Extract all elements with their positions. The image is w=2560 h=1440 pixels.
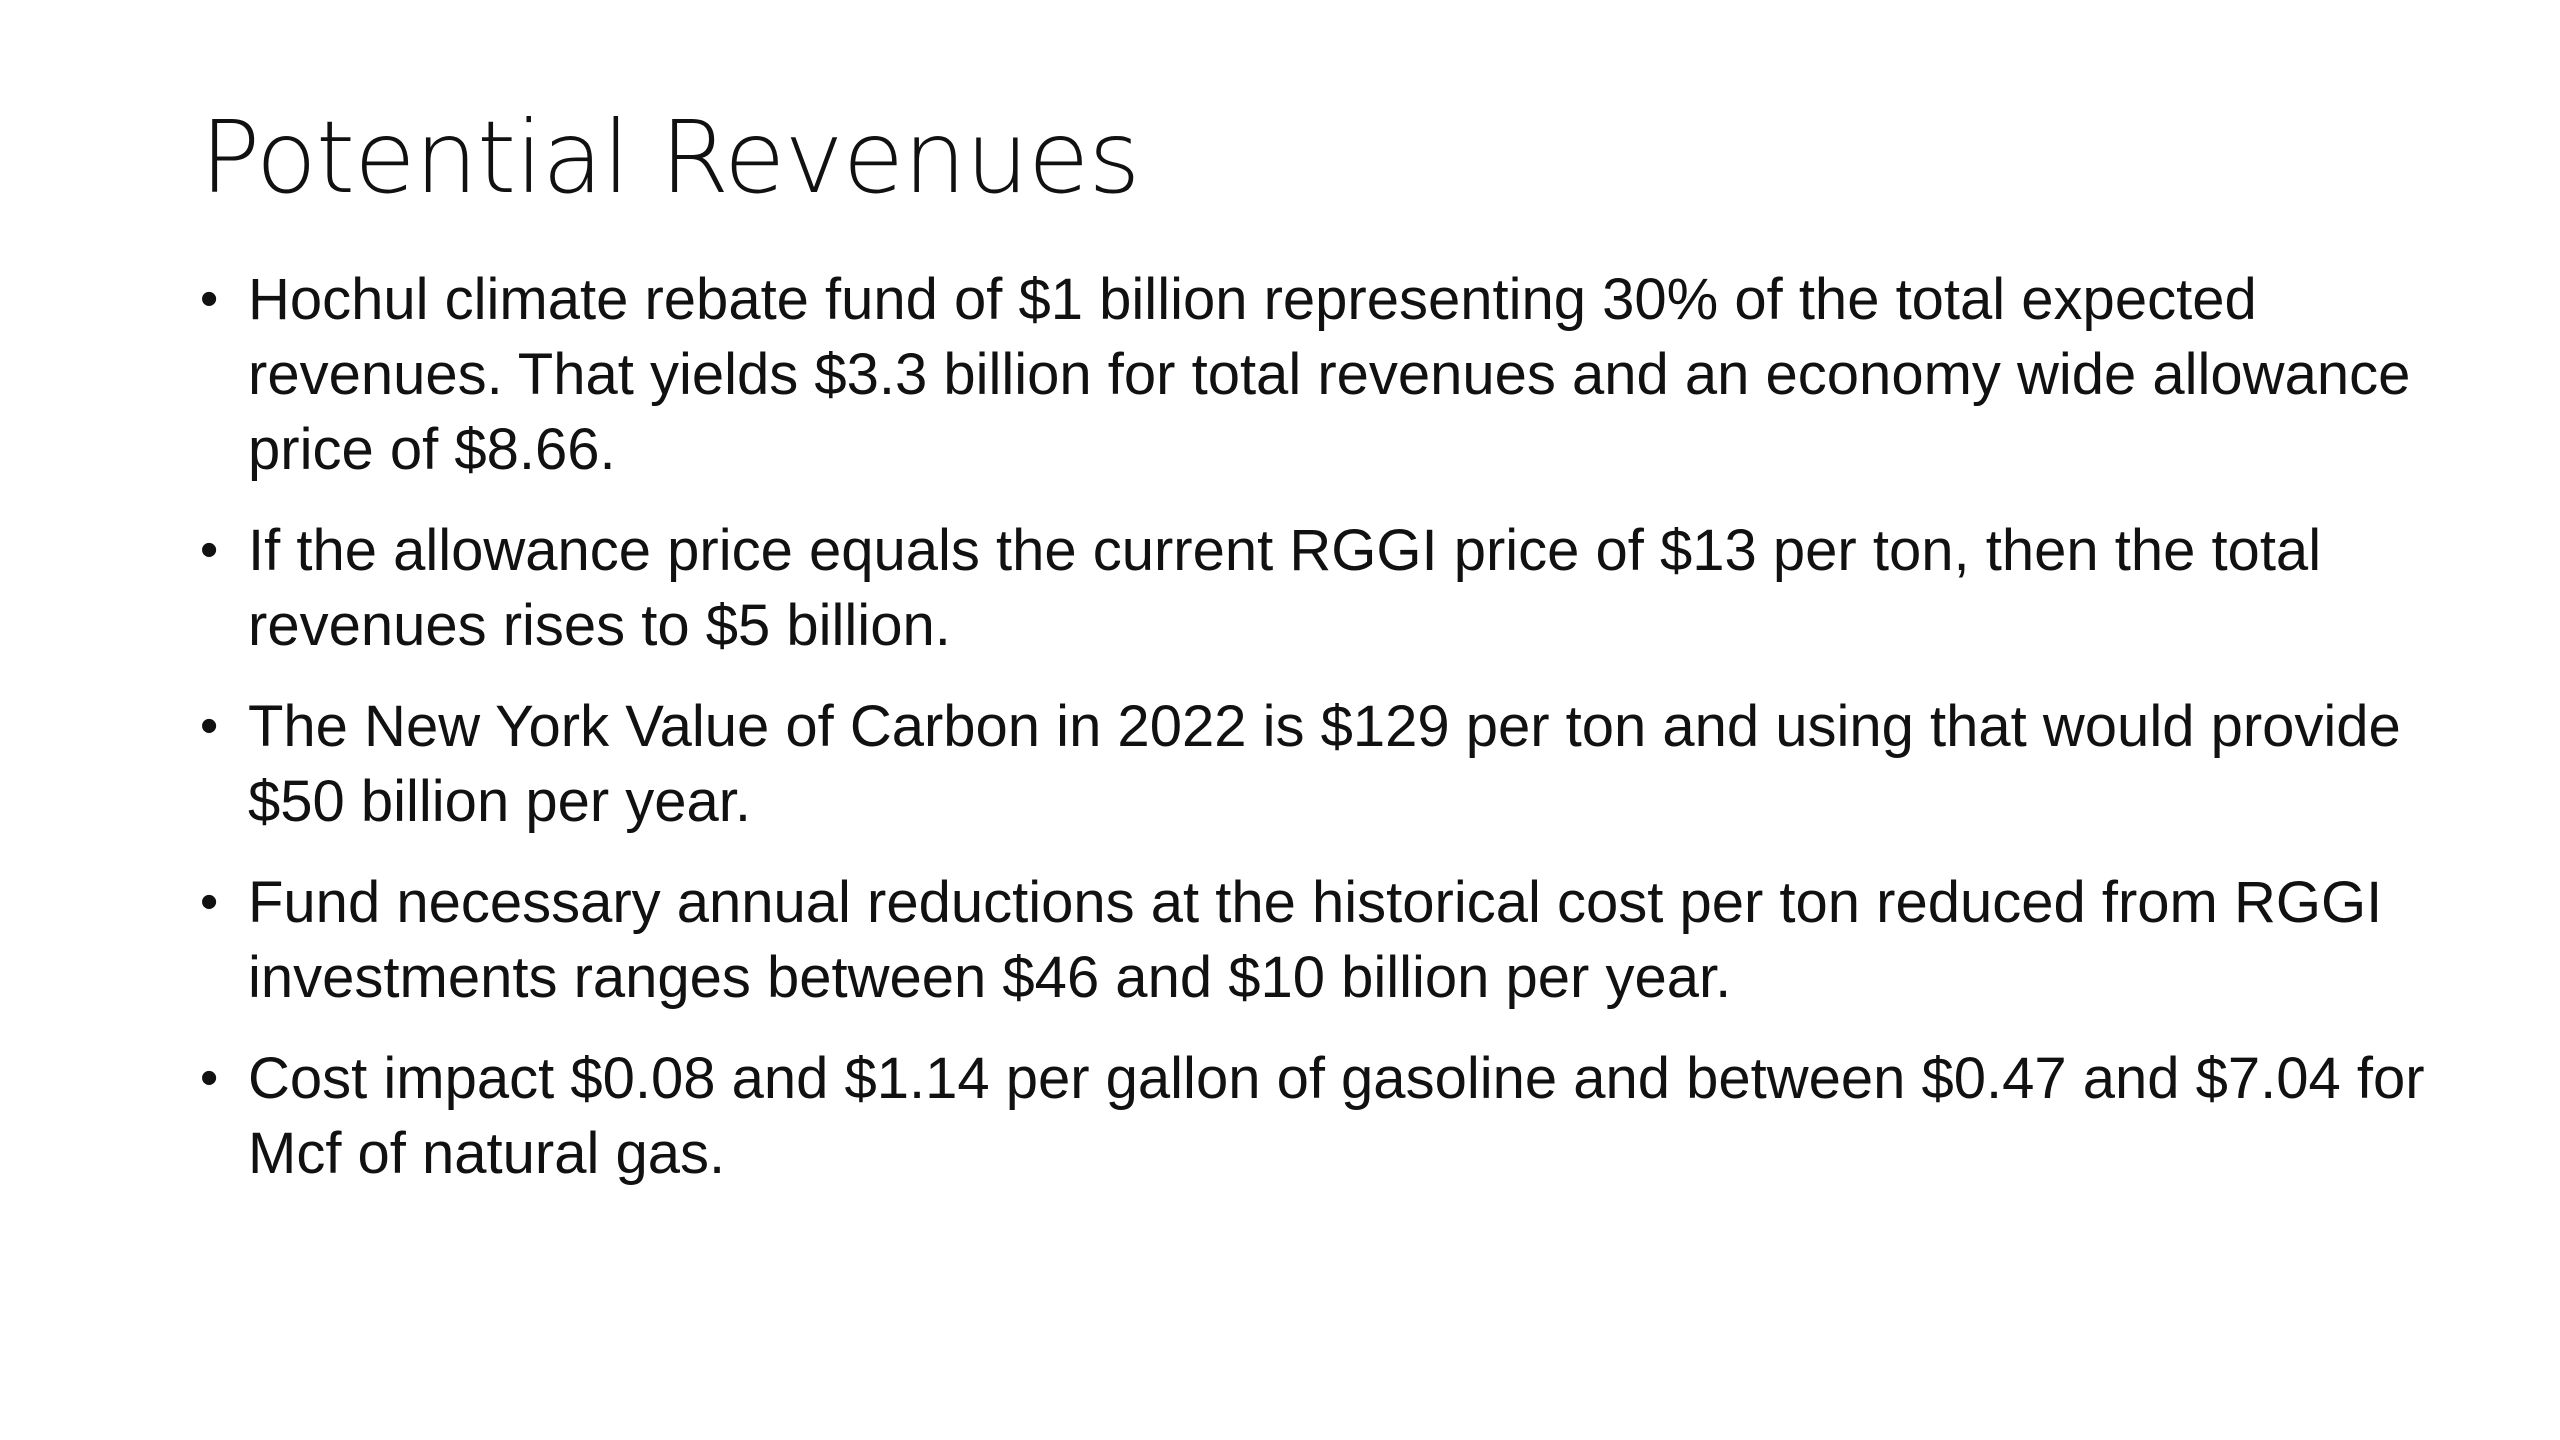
slide-title: Potential Revenues <box>200 99 1140 216</box>
bullet-item: • Cost impact $0.08 and $1.14 per gallon… <box>200 1041 2440 1191</box>
bullet-item: • If the allowance price equals the curr… <box>200 513 2440 663</box>
bullet-text: The New York Value of Carbon in 2022 is … <box>248 694 2401 834</box>
bullet-point-icon: • <box>200 1049 219 1107</box>
bullet-point-icon: • <box>200 873 219 931</box>
bullet-text: Cost impact $0.08 and $1.14 per gallon o… <box>248 1046 2425 1186</box>
bullet-text: Fund necessary annual reductions at the … <box>248 870 2383 1010</box>
bullet-item: • The New York Value of Carbon in 2022 i… <box>200 689 2440 839</box>
bullet-text: Hochul climate rebate fund of $1 billion… <box>248 267 2411 482</box>
bullet-point-icon: • <box>200 521 219 579</box>
bullet-point-icon: • <box>200 270 219 328</box>
bullet-list: • Hochul climate rebate fund of $1 billi… <box>200 262 2440 1217</box>
bullet-text: If the allowance price equals the curren… <box>248 518 2322 658</box>
bullet-item: • Hochul climate rebate fund of $1 billi… <box>200 262 2440 487</box>
bullet-point-icon: • <box>200 697 219 755</box>
bullet-item: • Fund necessary annual reductions at th… <box>200 865 2440 1015</box>
